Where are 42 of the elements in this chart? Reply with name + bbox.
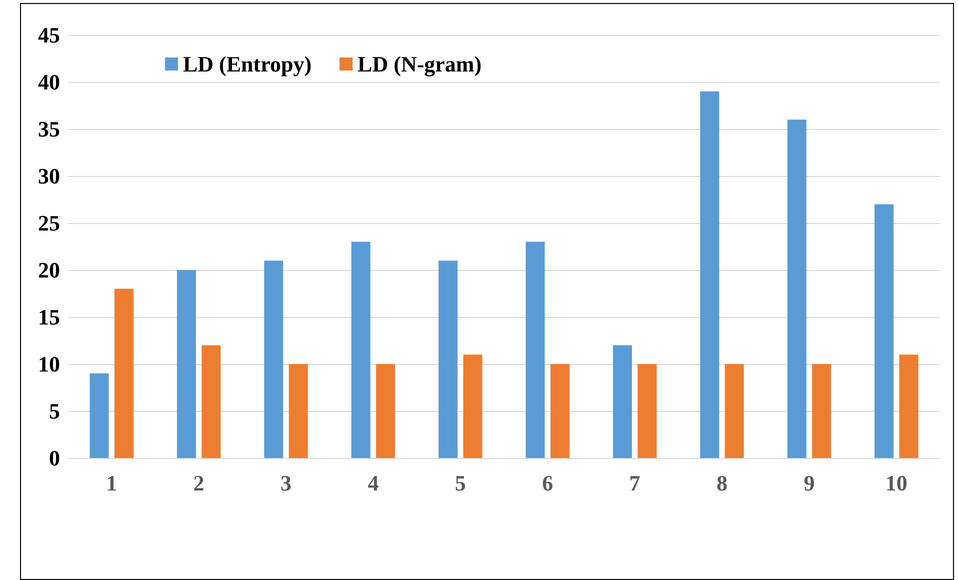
legend-label: LD (N-gram) [358, 52, 482, 76]
bar [899, 354, 918, 458]
bar [638, 364, 657, 458]
x-tick-label: 4 [368, 470, 379, 496]
x-tick-label: 5 [454, 470, 466, 496]
y-tick-label: 20 [38, 258, 60, 282]
bar [550, 364, 570, 458]
x-tick-label: 6 [542, 470, 554, 496]
bar [787, 120, 806, 458]
y-tick-label: 30 [38, 164, 60, 188]
x-tick-label: 10 [885, 470, 908, 496]
x-tick-label: 8 [716, 470, 728, 496]
x-tick-label: 7 [629, 470, 640, 496]
y-tick-label: 35 [38, 116, 60, 142]
bar [612, 345, 632, 458]
x-tick-label: 3 [280, 470, 292, 496]
bar [90, 373, 109, 458]
bar [463, 354, 482, 458]
y-tick-label: 25 [38, 210, 60, 236]
bar [264, 260, 284, 458]
bar [438, 260, 458, 458]
bar [176, 270, 196, 458]
x-tick-label: 9 [804, 470, 815, 496]
bar [724, 364, 744, 458]
bar [812, 364, 832, 458]
legend-label: LD (Entropy) [183, 52, 312, 76]
bar [874, 204, 894, 458]
y-tick-label: 0 [49, 446, 60, 470]
bar [202, 345, 221, 458]
bar [114, 288, 134, 458]
y-tick-label: 10 [38, 352, 60, 376]
x-tick-label: 2 [193, 470, 204, 496]
bar [526, 242, 545, 458]
bar [351, 242, 370, 458]
bar [700, 91, 720, 458]
bar [376, 364, 396, 458]
y-tick-label: 45 [38, 22, 60, 48]
bar [288, 364, 308, 458]
y-tick-label: 15 [38, 304, 60, 330]
y-tick-label: 40 [38, 70, 60, 94]
y-tick-label: 5 [49, 398, 60, 424]
x-tick-label: 1 [106, 470, 118, 496]
